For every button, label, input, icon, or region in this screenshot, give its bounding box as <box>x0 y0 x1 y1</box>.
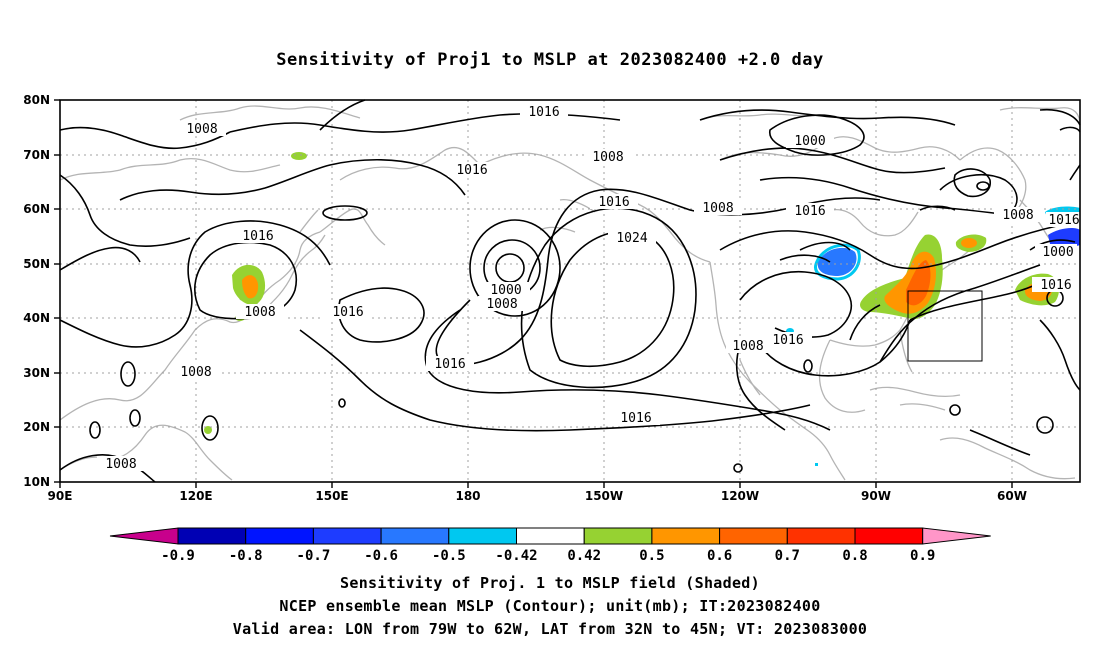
sensitivity-map: 1016 1008 1016 1008 1000 1016 1016 1024 … <box>23 93 1081 564</box>
map-title: Sensitivity of Proj1 to MSLP at 20230824… <box>276 50 824 70</box>
contour-label: 1000 <box>794 134 825 149</box>
contour-label: 1016 <box>456 163 487 178</box>
contour-label: 1000 <box>1042 245 1073 260</box>
contour-label: 1008 <box>486 297 517 312</box>
contour-label: 1016 <box>794 204 825 219</box>
contour-label: 1016 <box>242 229 273 244</box>
colorbar-tick-label: 0.5 <box>639 548 664 564</box>
shade-labrador-orange <box>961 238 977 248</box>
contour-label: 1008 <box>732 339 763 354</box>
contour-label: 1016 <box>434 357 465 372</box>
lat-label: 80N <box>23 93 50 107</box>
colorbar-segment <box>177 527 247 545</box>
lon-label: 150W <box>585 489 623 503</box>
lat-label: 10N <box>23 475 50 489</box>
contour-label: 1008 <box>1002 208 1033 223</box>
shade-mexico-dot <box>815 463 818 466</box>
lat-label: 20N <box>23 420 50 434</box>
contour-label: 1008 <box>180 365 211 380</box>
colorbar-segment <box>448 527 517 545</box>
tick-marks <box>54 99 1013 488</box>
contour-label: 1008 <box>592 150 623 165</box>
contour-label: 1008 <box>186 122 217 137</box>
contour-label: 1016 <box>528 105 559 120</box>
lon-label: 120W <box>721 489 759 503</box>
colorbar-tick-label: -0.5 <box>432 548 466 564</box>
colorbar-tick-label: 0.7 <box>775 548 800 564</box>
colorbar-segment <box>312 527 382 545</box>
footer-shading-caption: Sensitivity of Proj. 1 to MSLP field (Sh… <box>340 574 760 592</box>
contour-label: 1000 <box>490 283 521 298</box>
map-frame <box>59 99 1081 483</box>
colorbar-low-arrow <box>109 527 179 545</box>
colorbar-tick-label: -0.9 <box>161 548 195 564</box>
colorbar-tick-label: 0.8 <box>842 548 867 564</box>
lon-label: 180 <box>455 489 480 503</box>
shade-eastcoast-dark <box>906 260 931 306</box>
lat-label: 30N <box>23 366 50 380</box>
lat-label: 70N <box>23 148 50 162</box>
shade-pacific-small <box>291 152 307 160</box>
lon-label: 90E <box>48 489 73 503</box>
contour-label: 1016 <box>598 195 629 210</box>
colorbar-tick-label: 0.6 <box>707 548 732 564</box>
colorbar-high-arrow <box>922 527 991 545</box>
footer-valid-area-caption: Valid area: LON from 79W to 62W, LAT fro… <box>232 620 868 638</box>
contour-label: 1008 <box>702 201 733 216</box>
contour-label: 1016 <box>620 411 651 426</box>
lat-label: 40N <box>23 311 50 325</box>
lat-label: 50N <box>23 257 50 271</box>
contour-label: 1008 <box>244 305 275 320</box>
latitude-labels: 80N 70N 60N 50N 40N 30N 20N 10N <box>23 93 50 489</box>
colorbar-segment <box>245 527 314 545</box>
colorbar-tick-label: -0.6 <box>364 548 398 564</box>
contour-label: 1024 <box>616 231 647 246</box>
colorbar-segment <box>651 527 721 545</box>
lon-label: 120E <box>179 489 212 503</box>
colorbar: -0.9 -0.8 -0.7 -0.6 -0.5 -0.42 0.42 0.5 0.6 0.7 0.… <box>109 527 991 564</box>
colorbar-segment <box>516 527 585 545</box>
colorbar-segment <box>786 527 856 545</box>
valid-area-box <box>907 290 983 362</box>
mslp-contours <box>59 99 1081 483</box>
colorbar-segment <box>380 527 450 545</box>
colorbar-tick-label: 0.9 <box>910 548 935 564</box>
contour-value-labels: 1016 1008 1016 1008 1000 1016 1016 1024 … <box>97 104 1080 472</box>
colorbar-segment <box>583 527 653 545</box>
lon-label: 60W <box>997 489 1027 503</box>
contour-label: 1016 <box>1048 213 1079 228</box>
contour-label: 1016 <box>332 305 363 320</box>
footer-contour-caption: NCEP ensemble mean MSLP (Contour); unit(… <box>279 597 821 615</box>
colorbar-segment <box>854 527 924 545</box>
lon-label: 90W <box>861 489 891 503</box>
contour-label: 1008 <box>105 457 136 472</box>
colorbar-tick-label: -0.8 <box>229 548 263 564</box>
lat-label: 60N <box>23 202 50 216</box>
shade-atlantic-blue <box>1048 227 1080 248</box>
shade-great-lakes-blue <box>817 247 857 276</box>
colorbar-segment <box>719 527 788 545</box>
contour-label: 1016 <box>1040 278 1071 293</box>
shade-east-asia-orange <box>242 275 259 299</box>
shade-south-china <box>204 426 212 434</box>
contour-label: 1016 <box>772 333 803 348</box>
lon-label: 150E <box>315 489 348 503</box>
colorbar-tick-label: 0.42 <box>567 548 601 564</box>
longitude-labels: 90E 120E 150E 180 150W 120W 90W 60W <box>48 489 1027 503</box>
colorbar-tick-label: -0.42 <box>495 548 537 564</box>
colorbar-tick-label: -0.7 <box>297 548 331 564</box>
